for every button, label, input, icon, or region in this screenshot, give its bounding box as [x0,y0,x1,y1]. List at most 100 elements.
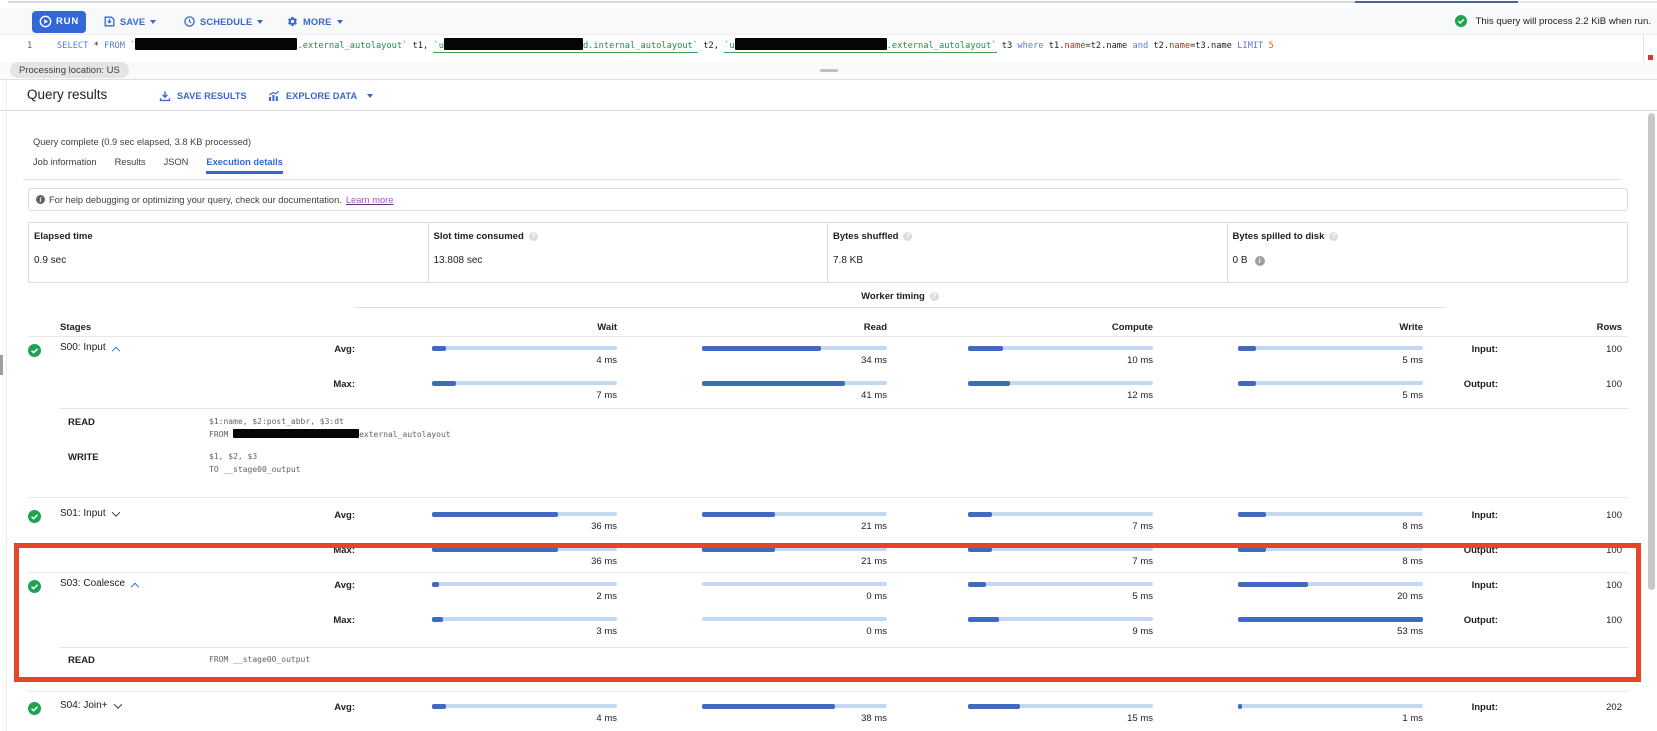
timing-bar-fill [1238,581,1308,587]
learn-more-link[interactable]: Learn more [345,194,394,205]
banner-text: For help debugging or optimizing your qu… [49,194,342,205]
detail-label-read: READ [68,417,95,428]
save-results-button[interactable]: SAVE RESULTS [159,86,247,106]
column-header-read: Read [863,322,887,333]
stage-row-s04-join-[interactable]: S04: Join+ [60,699,122,711]
chevron-up-icon[interactable] [130,582,140,591]
metric-label-row: Bytes shuffled? [833,231,1227,242]
timing-bar-fill [432,546,558,552]
timing-bar-fill [968,703,1021,709]
timing-bar-wait [432,703,617,709]
more-button[interactable]: MORE [287,11,343,33]
input-label: Input: [1471,343,1498,355]
info-icon[interactable]: i [1254,255,1265,266]
explore-data-button[interactable]: EXPLORE DATA [268,86,374,106]
help-icon[interactable]: ? [929,292,939,301]
info-icon: i [36,195,45,204]
timing-value-compute: 9 ms [1132,625,1153,637]
tab-job-information[interactable]: Job information [33,157,97,167]
timing-bar-fill [1238,703,1242,709]
timing-bar-wait [432,616,617,622]
help-banner: i For help debugging or optimizing your … [28,188,1628,211]
metric-value: 7.8 KB [833,255,864,266]
input-label: Input: [1471,701,1498,713]
save-button[interactable]: SAVE [104,11,157,33]
tab-execution-details[interactable]: Execution details [206,157,284,174]
worker-timing-title: Worker timing [861,291,925,302]
tab-json[interactable]: JSON [163,157,189,167]
stage-name: S01: Input [60,508,106,519]
stage-row-separator [28,336,1628,337]
timing-bar-fill [1238,546,1266,552]
timing-value-write: 5 ms [1402,389,1423,401]
timing-value-write: 8 ms [1402,520,1423,532]
output-rows-value: 100 [1606,614,1622,626]
run-button[interactable]: RUN [32,10,86,33]
validator-message: This query will process 2.2 KiB when run… [1475,15,1651,27]
timing-value-wait: 36 ms [591,520,617,532]
gear-icon [287,16,298,27]
tab-results[interactable]: Results [114,157,146,167]
timing-bar-compute [968,511,1153,517]
output-rows-value: 100 [1606,544,1622,556]
timing-value-write: 8 ms [1402,555,1423,567]
line-number: 1 [27,41,33,51]
stage-row-s01-input[interactable]: S01: Input [60,507,120,519]
help-icon[interactable]: ? [1329,232,1339,241]
timing-bar-read [702,546,887,552]
timing-value-compute: 15 ms [1127,712,1153,724]
sql-editor[interactable]: 1 SELECT * FROM ` .external_autolayout` t… [0,35,1657,62]
detail-label-read: READ [68,655,95,666]
column-header-write: Write [1399,322,1423,333]
help-icon[interactable]: ? [528,232,538,241]
sql-code-line[interactable]: SELECT * FROM ` .external_autolayout` t1,… [57,38,1274,53]
clock-icon [184,16,195,27]
timing-value-read: 41 ms [861,389,887,401]
help-icon[interactable]: ? [903,232,913,241]
timing-bar-wait [432,581,617,587]
vertical-scrollbar-thumb[interactable] [1648,113,1655,590]
schedule-button[interactable]: SCHEDULE [184,11,264,33]
left-scroll-indicator [0,355,3,375]
output-label: Output: [1463,378,1498,390]
chevron-down-icon[interactable] [113,699,122,709]
tabbar-border [23,179,1620,180]
stage-row-s00-input[interactable]: S00: Input [60,342,120,355]
unresolved-identifier: `u .external_autolayout` [724,38,997,53]
timing-bar-compute [968,581,1153,587]
column-header-compute: Compute [1111,322,1153,333]
timing-bar-fill [1238,511,1266,517]
timing-value-wait: 3 ms [596,625,617,637]
sql-token-keyword: FROM [104,41,126,51]
timing-bar-compute [968,703,1153,709]
results-tabbar: Job information Results JSON Execution deta… [33,157,284,174]
timing-bar-read [702,345,887,351]
processing-location-chip[interactable]: Processing location: US [10,62,129,78]
timing-bar-read [702,703,887,709]
chevron-up-icon[interactable] [111,346,120,355]
sql-token-plain: =t2.name [1085,41,1133,51]
worker-timing-header: Worker timing ? [0,291,1657,303]
timing-bar-fill [702,546,776,552]
sql-token-ident: `u [433,41,444,51]
explore-data-caret [367,94,374,98]
sql-token-plain: t3 [996,41,1018,51]
splitter-handle[interactable] [820,69,838,72]
metric-value-row: 0.9 sec [34,255,428,266]
column-header-stages: Stages [60,322,92,333]
timing-bar-read [702,380,887,386]
max-label: Max: [333,544,355,556]
redacted-text [734,38,887,50]
timing-value-read: 0 ms [866,625,887,637]
timing-value-write: 1 ms [1402,712,1423,724]
timing-bar-write [1238,511,1423,517]
check-circle-icon [1454,15,1467,27]
sql-token-keyword: where [1017,41,1044,51]
stage-row-s03-coalesce[interactable]: S03: Coalesce [60,578,140,591]
more-dropdown-caret [336,19,343,24]
output-label: Output: [1463,614,1498,626]
input-label: Input: [1471,579,1498,591]
chevron-down-icon[interactable] [111,507,120,517]
timing-value-wait: 2 ms [596,590,617,602]
detail-code-line: $1, $2, $3 [209,452,257,461]
